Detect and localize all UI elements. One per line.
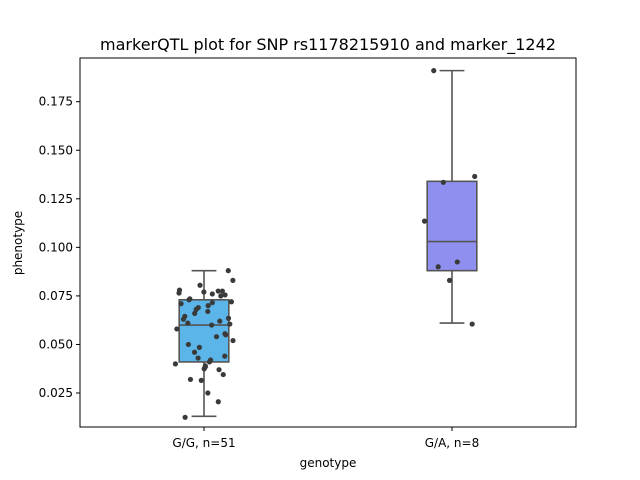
x-axis-label: genotype [300, 456, 357, 470]
data-point [205, 390, 211, 396]
y-tick-label: 0.100 [39, 240, 73, 254]
data-point [174, 326, 180, 332]
data-point [202, 363, 208, 369]
data-point [218, 293, 224, 299]
data-point [215, 288, 221, 294]
point-group [421, 68, 478, 327]
data-point [195, 355, 201, 361]
data-point [228, 299, 235, 305]
data-point [215, 399, 221, 405]
data-point [230, 337, 236, 344]
data-point [182, 414, 188, 420]
box-group [426, 69, 478, 324]
data-point [195, 304, 201, 311]
data-point [185, 320, 191, 326]
data-point [440, 179, 446, 185]
point-group [172, 268, 236, 420]
y-axis: 0.025 0.050 0.075 0.100 0.125 0.150 0.175 [39, 95, 80, 400]
data-point [469, 321, 475, 327]
data-point [217, 318, 223, 324]
box-iqr [426, 180, 478, 272]
y-tick-label: 0.025 [39, 386, 73, 400]
x-tick-label: G/A, n=8 [425, 436, 479, 450]
data-point [225, 315, 232, 321]
data-point [191, 349, 198, 355]
data-point [182, 313, 188, 319]
data-point [187, 296, 193, 302]
data-point [176, 287, 183, 293]
data-point [209, 291, 215, 297]
data-point [454, 259, 460, 265]
data-point [220, 371, 226, 378]
chart-title: markerQTL plot for SNP rs1178215910 and … [100, 35, 556, 55]
data-point [222, 292, 228, 298]
data-point [219, 288, 225, 294]
data-point [205, 303, 211, 309]
data-point [201, 289, 207, 295]
data-point [205, 308, 211, 315]
data-point [222, 353, 228, 359]
data-point [208, 357, 214, 363]
y-tick-label: 0.150 [39, 143, 73, 157]
data-point [227, 321, 233, 327]
data-point [209, 300, 215, 306]
data-point [172, 361, 179, 367]
data-point [421, 218, 428, 224]
data-point [213, 334, 220, 340]
x-tick-label: G/G, n=51 [172, 436, 235, 450]
data-point [216, 367, 222, 373]
y-tick-label: 0.175 [39, 95, 73, 109]
data-point [472, 173, 478, 180]
box-group [178, 269, 230, 418]
y-tick-label: 0.050 [39, 337, 73, 351]
data-point [431, 68, 437, 74]
y-tick-label: 0.125 [39, 192, 73, 206]
x-axis: G/G, n=51 G/A, n=8 [172, 427, 479, 450]
data-point [178, 301, 184, 307]
data-point [197, 282, 203, 288]
data-point [185, 341, 191, 348]
data-point [196, 344, 202, 350]
axes-frame [79, 57, 577, 428]
data-point [209, 322, 215, 328]
y-axis-label: phenotype [11, 211, 25, 275]
data-point [435, 264, 441, 270]
data-point [225, 268, 231, 274]
data-point [198, 377, 204, 383]
box-iqr [178, 298, 230, 363]
data-point [222, 331, 228, 337]
data-point [446, 277, 453, 283]
plot-area [172, 68, 478, 420]
data-point [187, 376, 194, 383]
data-point [230, 277, 236, 283]
y-tick-label: 0.075 [39, 289, 73, 303]
